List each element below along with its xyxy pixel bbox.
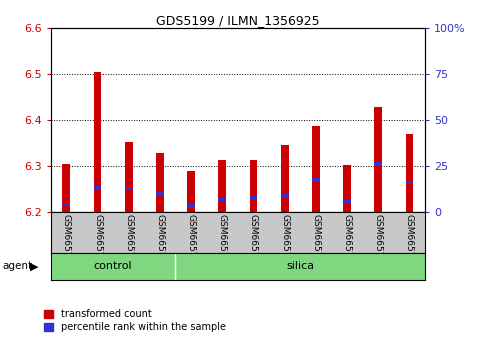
- Text: GSM665757: GSM665757: [218, 215, 227, 269]
- Text: GSM665780: GSM665780: [312, 215, 320, 269]
- Bar: [156, 192, 164, 195]
- Bar: [250, 196, 257, 200]
- Bar: [62, 164, 70, 212]
- Text: GSM665783: GSM665783: [342, 215, 352, 269]
- Bar: [156, 154, 164, 212]
- Bar: [312, 178, 320, 182]
- Text: GSM665787: GSM665787: [156, 215, 164, 269]
- Bar: [187, 204, 195, 208]
- Bar: [62, 203, 70, 206]
- Bar: [281, 194, 288, 198]
- Bar: [343, 200, 351, 204]
- Text: GSM665764: GSM665764: [249, 215, 258, 269]
- Bar: [94, 72, 101, 212]
- Legend: transformed count, percentile rank within the sample: transformed count, percentile rank withi…: [43, 309, 226, 332]
- Text: GSM665789: GSM665789: [374, 215, 383, 269]
- Bar: [218, 198, 226, 201]
- Bar: [312, 126, 320, 212]
- Bar: [187, 171, 195, 212]
- Text: agent: agent: [2, 261, 32, 271]
- Bar: [250, 160, 257, 212]
- Bar: [406, 134, 413, 212]
- Text: GSM665763: GSM665763: [93, 215, 102, 269]
- Text: GSM665781: GSM665781: [124, 215, 133, 269]
- Bar: [374, 162, 382, 166]
- Bar: [406, 181, 413, 184]
- Text: silica: silica: [286, 261, 314, 272]
- Text: GSM665790: GSM665790: [405, 215, 414, 269]
- Text: ▶: ▶: [29, 261, 38, 271]
- Text: GSM665768: GSM665768: [280, 215, 289, 269]
- Bar: [125, 142, 133, 212]
- Text: control: control: [94, 261, 132, 272]
- Bar: [218, 160, 226, 212]
- Bar: [374, 107, 382, 212]
- Text: GSM665752: GSM665752: [186, 215, 196, 269]
- Text: GSM665755: GSM665755: [62, 215, 71, 269]
- Bar: [94, 186, 101, 189]
- Title: GDS5199 / ILMN_1356925: GDS5199 / ILMN_1356925: [156, 14, 320, 27]
- Bar: [281, 145, 288, 212]
- Bar: [125, 187, 133, 190]
- Bar: [343, 165, 351, 212]
